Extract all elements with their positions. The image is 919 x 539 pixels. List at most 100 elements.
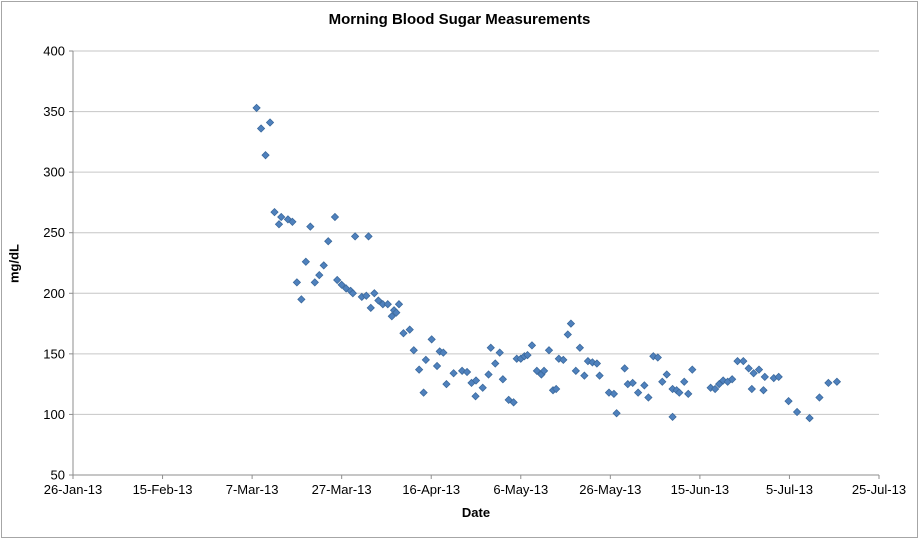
data-point [575,343,585,352]
data-point [297,295,306,304]
data-point [350,232,360,241]
data-point [792,407,802,417]
data-point [527,341,537,350]
data-point [310,278,319,287]
y-tick-label: 400 [43,44,65,59]
data-point [486,343,495,352]
data-point [478,383,487,392]
chart-title: Morning Blood Sugar Measurements [328,11,591,28]
y-tick-label: 50 [51,468,65,483]
data-point [706,383,715,392]
data-point [552,384,561,394]
data-point [394,300,404,309]
data-point [658,377,667,386]
data-point [333,275,342,285]
data-point [532,366,542,375]
x-tick-label: 25-Jul-13 [852,482,906,497]
data-point [580,371,589,380]
data-point [684,389,693,398]
data-point [633,388,643,397]
data-point [523,350,532,360]
y-tick-label: 200 [43,286,65,301]
data-point [439,348,448,357]
data-point [330,212,340,222]
data-point [306,222,315,231]
y-tick-label: 100 [43,407,65,422]
y-tick-label: 300 [43,165,65,180]
data-point [509,398,518,407]
y-tick-label: 250 [43,225,65,240]
x-tick-label: 26-Jan-13 [44,482,103,497]
data-point [392,308,401,317]
data-point [668,412,677,421]
data-point [832,377,842,386]
y-tick-label: 150 [43,346,65,361]
data-point [261,151,270,160]
data-point [498,375,507,384]
data-point [675,388,684,397]
data-point [628,378,637,388]
data-point [364,232,373,241]
y-tick-label: 350 [43,104,65,119]
x-tick-label: 15-Feb-13 [133,482,193,497]
data-point [640,381,649,390]
data-point [471,376,481,385]
data-point [415,365,424,374]
data-point [432,361,442,371]
x-tick-label: 27-Mar-13 [312,482,372,497]
data-point [554,354,563,363]
data-point [270,207,279,217]
x-tick-label: 5-Jul-13 [766,482,813,497]
data-point [759,386,768,395]
data-point [544,346,554,355]
data-point [688,365,697,374]
data-point [301,257,310,266]
data-point [252,103,261,113]
x-tick-label: 6-May-13 [493,482,548,497]
x-tick-label: 26-May-13 [579,482,641,497]
data-point [277,212,286,222]
data-point [774,372,783,382]
data-point [370,289,379,298]
data-point [592,359,602,368]
data-point [719,376,728,385]
data-point [288,217,297,226]
data-point [644,393,653,402]
data-point [362,291,371,300]
data-point [495,348,504,357]
data-point [442,380,451,389]
data-point [653,353,662,362]
data-point [324,237,333,246]
data-point [427,335,436,344]
data-point [739,356,748,366]
data-point [612,409,621,418]
data-point [366,303,375,312]
data-point [571,366,580,375]
data-point [491,359,500,368]
y-axis-title: mg/dL [6,244,22,283]
data-point [824,378,833,388]
data-point [747,384,756,394]
data-point [383,300,392,309]
data-point [256,124,266,133]
data-point [409,346,418,355]
data-point [733,356,742,366]
data-point [265,118,275,127]
x-tick-label: 7-Mar-13 [226,482,279,497]
data-point [471,392,480,401]
data-point [680,377,689,386]
data-point [283,215,293,224]
data-point [405,325,414,334]
data-point [319,261,328,270]
data-point [760,372,769,382]
data-point [484,370,493,379]
data-point [559,355,568,365]
x-tick-label: 15-Jun-13 [671,482,730,497]
data-point [462,367,472,377]
x-tick-label: 16-Apr-13 [402,482,460,497]
data-point [744,364,753,373]
data-point [749,369,758,378]
